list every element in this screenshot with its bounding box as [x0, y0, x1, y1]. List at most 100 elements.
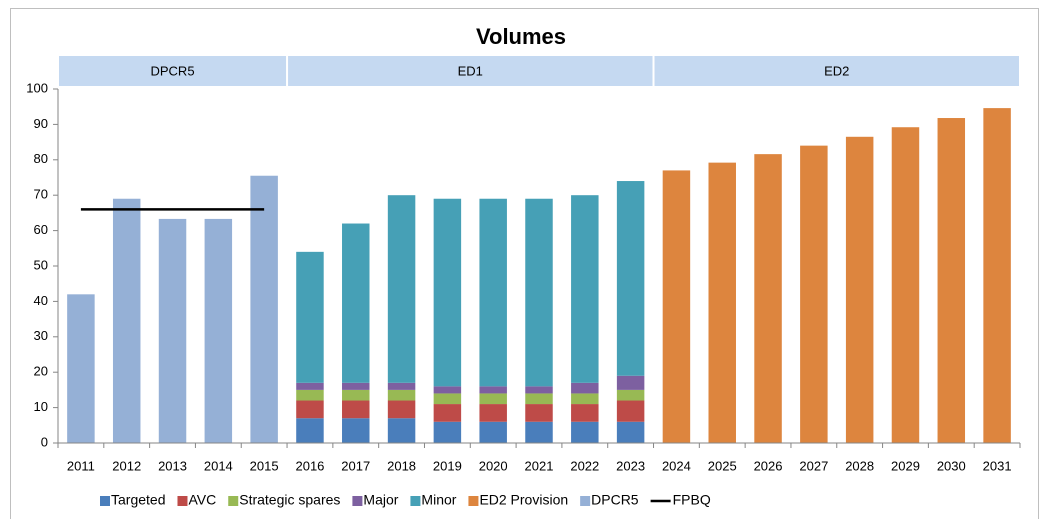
bar — [479, 393, 507, 405]
y-tick-label: 90 — [34, 116, 48, 131]
bar — [479, 386, 507, 394]
x-tick-label: 2018 — [387, 458, 416, 473]
period-band — [59, 56, 287, 86]
legend-label: DPCR5 — [591, 492, 639, 508]
legend-label: Strategic spares — [239, 492, 340, 508]
bar — [525, 386, 553, 394]
period-band — [654, 56, 1019, 86]
bar — [296, 389, 324, 401]
bar — [571, 393, 599, 405]
legend-label: ED2 Provision — [479, 492, 568, 508]
bar — [433, 404, 462, 422]
bar — [616, 181, 645, 376]
legend-swatch — [410, 496, 421, 506]
legend-swatch — [352, 496, 363, 506]
x-tick-label: 2028 — [845, 458, 874, 473]
bar — [937, 118, 966, 443]
bar — [387, 389, 416, 401]
legend-swatch — [228, 496, 239, 506]
chart-title: Volumes — [476, 24, 566, 49]
legend-label: Minor — [421, 492, 456, 508]
bar — [387, 400, 416, 419]
bar — [525, 198, 553, 387]
bar — [800, 145, 828, 443]
bar — [616, 400, 645, 422]
bar — [296, 418, 324, 443]
bar — [67, 294, 95, 443]
y-tick-label: 100 — [26, 80, 48, 95]
bar — [342, 223, 370, 383]
legend-swatch — [100, 496, 110, 506]
bar — [616, 375, 645, 390]
bar — [296, 400, 324, 419]
y-tick-label: 0 — [41, 434, 48, 449]
bar — [387, 418, 416, 443]
legend-label: AVC — [188, 492, 216, 508]
bar — [571, 421, 599, 443]
bar — [296, 382, 324, 390]
x-tick-label: 2019 — [433, 458, 462, 473]
y-tick-label: 30 — [34, 328, 48, 343]
x-tick-label: 2011 — [67, 458, 95, 473]
bar — [296, 251, 324, 383]
x-tick-label: 2031 — [983, 458, 1012, 473]
bar — [433, 386, 462, 394]
bar — [112, 198, 141, 443]
bar — [250, 175, 278, 444]
bar — [662, 170, 691, 444]
bar — [571, 404, 599, 422]
bar — [616, 421, 645, 443]
x-tick-label: 2013 — [158, 458, 187, 473]
y-tick-label: 10 — [34, 399, 48, 414]
bar — [525, 404, 553, 422]
bar — [479, 404, 507, 422]
bar — [433, 421, 462, 443]
y-tick-label: 60 — [34, 222, 48, 237]
bar — [983, 108, 1011, 443]
bar — [342, 382, 370, 390]
x-tick-label: 2025 — [708, 458, 737, 473]
x-tick-label: 2020 — [479, 458, 508, 473]
bar — [387, 195, 416, 383]
bar — [342, 418, 370, 443]
bar — [571, 195, 599, 383]
chart-border — [10, 8, 1039, 519]
y-tick-label: 40 — [34, 293, 48, 308]
bar — [342, 400, 370, 419]
x-tick-label: 2030 — [937, 458, 966, 473]
legend-swatch — [177, 496, 188, 506]
bar — [708, 162, 736, 443]
x-tick-label: 2023 — [616, 458, 645, 473]
bar — [571, 382, 599, 394]
x-tick-label: 2029 — [891, 458, 920, 473]
y-tick-label: 70 — [34, 187, 48, 202]
x-tick-label: 2014 — [204, 458, 233, 473]
bar — [845, 136, 874, 444]
y-tick-label: 80 — [34, 151, 48, 166]
bar — [525, 421, 553, 443]
legend-swatch — [580, 496, 591, 506]
bar — [342, 389, 370, 401]
period-band — [288, 56, 653, 86]
bar — [616, 389, 645, 401]
bar — [433, 198, 462, 387]
y-tick-label: 20 — [34, 364, 48, 379]
bar — [754, 154, 782, 444]
legend-label: Targeted — [111, 492, 165, 508]
x-tick-label: 2015 — [250, 458, 279, 473]
x-tick-label: 2021 — [525, 458, 554, 473]
x-tick-label: 2022 — [570, 458, 599, 473]
bar — [204, 218, 233, 443]
bar — [479, 198, 507, 387]
period-label: ED1 — [458, 63, 483, 78]
legend-label: FPBQ — [673, 492, 711, 508]
x-tick-label: 2016 — [295, 458, 324, 473]
legend-swatch — [468, 496, 479, 506]
period-label: ED2 — [824, 63, 849, 78]
bar — [525, 393, 553, 405]
legend-label: Major — [363, 492, 398, 508]
bar — [891, 127, 920, 444]
x-tick-label: 2017 — [341, 458, 370, 473]
x-tick-label: 2024 — [662, 458, 691, 473]
